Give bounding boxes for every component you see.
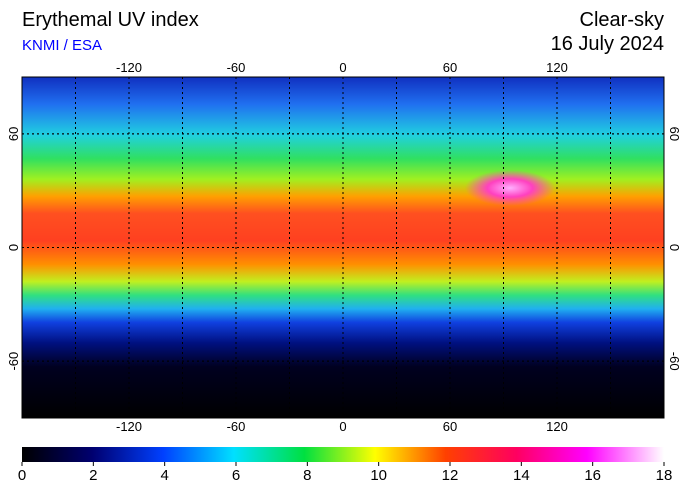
- colorbar-label: 12: [442, 467, 459, 484]
- lat-label-left: -60: [6, 352, 21, 371]
- colorbar: [22, 447, 664, 462]
- source: KNMI / ESA: [22, 37, 102, 54]
- date: 16 July 2024: [551, 33, 664, 55]
- colorbar-label: 14: [513, 467, 530, 484]
- map-frame: [21, 76, 665, 419]
- colorbar-label: 6: [232, 467, 240, 484]
- lon-label-top: -120: [116, 60, 142, 75]
- lat-label-right: 0: [667, 244, 682, 251]
- lon-label-bottom: 0: [339, 419, 346, 434]
- colorbar-label: 18: [656, 467, 673, 484]
- colorbar-label: 10: [370, 467, 387, 484]
- lon-label-bottom: 60: [443, 419, 457, 434]
- colorbar-label: 0: [18, 467, 26, 484]
- lon-label-top: -60: [227, 60, 246, 75]
- lon-label-top: 120: [546, 60, 568, 75]
- colorbar-label: 16: [584, 467, 601, 484]
- lon-label-top: 60: [443, 60, 457, 75]
- colorbar-label: 2: [89, 467, 97, 484]
- condition: Clear-sky: [580, 9, 664, 31]
- lat-label-left: 60: [6, 127, 21, 141]
- hotspot: [465, 170, 555, 206]
- lon-label-bottom: 120: [546, 419, 568, 434]
- title: Erythemal UV index: [22, 9, 199, 31]
- lat-label-right: 60: [667, 127, 682, 141]
- lon-label-top: 0: [339, 60, 346, 75]
- colorbar-label: 4: [160, 467, 168, 484]
- lat-label-left: 0: [6, 244, 21, 251]
- lat-label-right: -60: [667, 352, 682, 371]
- lon-label-bottom: -120: [116, 419, 142, 434]
- lon-label-bottom: -60: [227, 419, 246, 434]
- colorbar-label: 8: [303, 467, 311, 484]
